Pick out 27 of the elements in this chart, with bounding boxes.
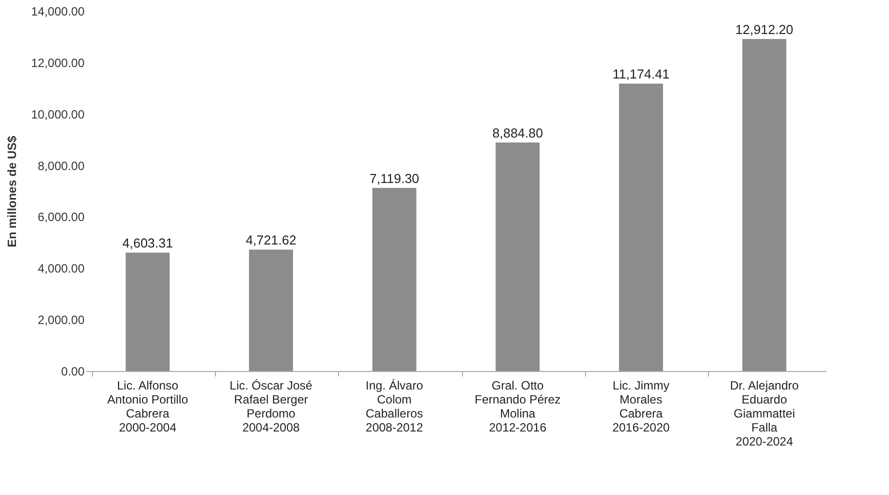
- x-tick-label: Ing. Álvaro Colom Caballeros 2008-2012: [366, 378, 424, 434]
- data-label: 7,119.30: [370, 170, 420, 186]
- data-label: 4,721.62: [246, 232, 296, 248]
- y-tick-label: 12,000.00: [31, 56, 85, 70]
- bar: [742, 38, 786, 371]
- x-tick-label: Lic. Alfonso Antonio Portillo Cabrera 2000-2004: [107, 378, 188, 434]
- x-tick-label: Gral. Otto Fernando Pérez Molina 2012-2016: [474, 378, 561, 434]
- bar: [249, 250, 293, 371]
- y-tick-label: 4,000.00: [38, 262, 85, 276]
- y-tick-label: 6,000.00: [38, 210, 85, 224]
- y-tick-label: 0.00: [61, 364, 85, 378]
- y-axis-title: En millones de US$: [5, 136, 20, 248]
- data-label: 12,912.20: [735, 22, 794, 37]
- bar: [372, 188, 416, 371]
- data-label: 11,174.41: [612, 66, 670, 82]
- x-tick-label: Dr. Alejandro Eduardo Giammattei Falla 2020-2024: [730, 378, 800, 448]
- bar: [619, 84, 663, 371]
- bar: [496, 142, 540, 371]
- data-label: 4,603.31: [122, 236, 173, 251]
- y-tick-label: 14,000.00: [31, 4, 85, 18]
- bar: [126, 252, 170, 371]
- x-tick-label: Lic. Óscar José Rafael Berger Perdomo 2004-2008: [230, 378, 313, 434]
- data-label: 8,884.80: [492, 126, 543, 141]
- y-tick-label: 10,000.00: [31, 107, 85, 122]
- y-tick-label: 2,000.00: [38, 313, 85, 328]
- y-tick-label: 8,000.00: [38, 158, 85, 173]
- x-tick-label: Lic. Jimmy Morales Cabrera 2016-2020: [612, 378, 670, 434]
